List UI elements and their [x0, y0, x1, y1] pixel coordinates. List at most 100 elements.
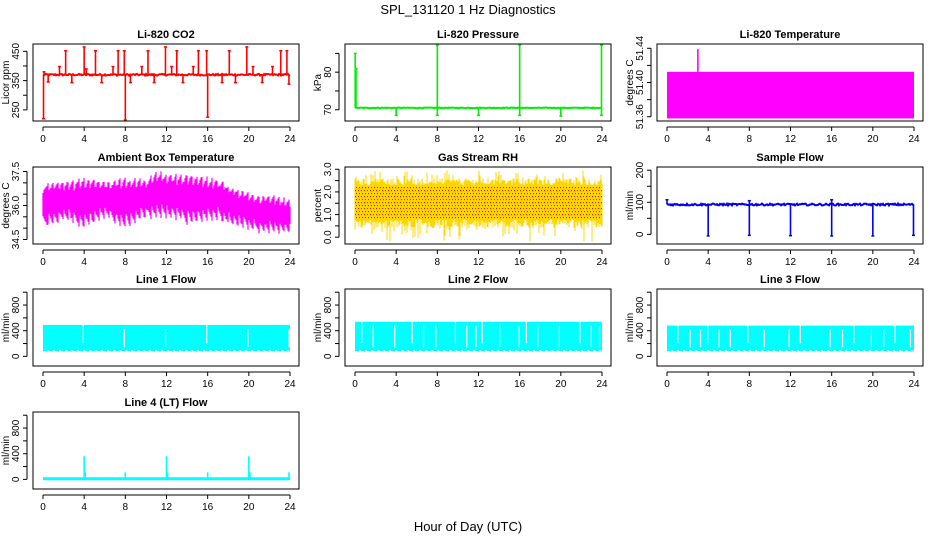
y-tick-label: 400: [323, 322, 334, 339]
data-gap: [361, 321, 363, 344]
data-texture: [197, 350, 199, 353]
y-tick-label: 0: [11, 476, 22, 482]
figure-title: SPL_131120 1 Hz Diagnostics: [380, 2, 556, 17]
panel-title: Line 1 Flow: [136, 274, 196, 286]
y-tick-label: 800: [635, 296, 646, 313]
data-texture: [203, 350, 205, 353]
panel-title: Line 3 Flow: [760, 274, 820, 286]
data-texture: [167, 350, 169, 353]
data-texture: [677, 350, 679, 353]
data-texture: [815, 350, 817, 353]
data-texture: [527, 350, 529, 353]
data-texture: [701, 350, 703, 353]
x-tick-label: 24: [284, 257, 296, 268]
plot-frame: [32, 411, 300, 490]
panel-sample-flow: Sample Flow 0 4 8 12 16 20 24 0 100 200 ml/min: [625, 152, 924, 268]
x-tick-label: 4: [393, 379, 399, 390]
data-texture: [419, 350, 421, 353]
data-texture: [689, 350, 691, 353]
series-4: [354, 170, 603, 242]
data-texture: [539, 350, 541, 353]
data-texture: [245, 350, 247, 353]
x-tick-label: 12: [473, 257, 485, 268]
data-line: [666, 201, 915, 208]
data-gap: [481, 321, 483, 344]
x-tick-label: 12: [161, 257, 173, 268]
x-tick-label: 20: [243, 257, 255, 268]
x-tick-label: 24: [596, 134, 608, 145]
series-8: [667, 325, 914, 353]
data-texture: [131, 350, 133, 353]
y-axis-label: ml/min: [1, 436, 12, 465]
x-tick-label: 24: [596, 257, 608, 268]
x-tick-label: 8: [747, 257, 753, 268]
data-texture: [191, 350, 193, 353]
x-axis: 0 4 8 12 16 20 24: [352, 126, 608, 145]
data-texture: [887, 350, 889, 353]
data-texture: [155, 350, 157, 353]
data-gap: [699, 329, 702, 348]
plot-frame: [32, 288, 300, 367]
x-tick-label: 0: [40, 257, 46, 268]
panel-title: Ambient Box Temperature: [98, 152, 235, 164]
y-tick-label: 200: [635, 161, 646, 178]
y-tick-label: 80: [323, 66, 334, 78]
data-texture: [263, 350, 265, 353]
y-tick-label: 400: [635, 322, 646, 339]
data-texture: [893, 350, 895, 353]
data-texture: [839, 350, 841, 353]
x-tick-label: 4: [393, 134, 399, 145]
data-gap: [466, 325, 468, 348]
data-texture: [287, 350, 289, 353]
x-tick-label: 8: [435, 134, 441, 145]
data-gap: [537, 325, 539, 348]
data-texture: [899, 350, 901, 353]
data-texture: [395, 350, 397, 353]
data-gap: [894, 325, 896, 344]
data-gap: [247, 328, 249, 348]
data-texture: [209, 350, 211, 353]
data-texture: [911, 350, 913, 353]
data-gap: [718, 329, 720, 348]
data-texture: [443, 350, 445, 353]
data-texture: [833, 350, 835, 353]
data-texture: [797, 350, 799, 353]
y-tick-label: 800: [11, 419, 22, 436]
x-axis: 0 4 8 12 16 20 24: [664, 249, 920, 268]
x-axis: 0 4 8 12 16 20 24: [664, 126, 920, 145]
data-gap: [729, 329, 731, 348]
y-tick-label: 400: [11, 322, 22, 339]
data-texture: [779, 350, 781, 353]
panel-title: Sample Flow: [756, 152, 824, 164]
x-tick-label: 16: [202, 134, 214, 145]
data-texture: [89, 350, 91, 353]
x-tick-label: 24: [284, 134, 296, 145]
data-texture: [755, 350, 757, 353]
panel-title: Line 4 (LT) Flow: [125, 397, 208, 409]
x-tick-label: 4: [705, 134, 711, 145]
plot-frame: [32, 43, 300, 122]
data-gap: [763, 329, 765, 348]
y-tick-label: 2.0: [323, 185, 334, 199]
data-texture: [251, 350, 253, 353]
x-tick-label: 12: [161, 134, 173, 145]
y-axis: 0 400 800: [323, 291, 340, 359]
x-tick-label: 24: [908, 134, 920, 145]
x-tick-label: 16: [514, 257, 526, 268]
data-texture: [671, 350, 673, 353]
x-tick-label: 0: [40, 502, 46, 513]
x-tick-label: 20: [243, 502, 255, 513]
y-axis-label: kPa: [313, 73, 324, 91]
data-texture: [95, 350, 97, 353]
data-gap: [206, 324, 208, 344]
x-tick-label: 20: [555, 379, 567, 390]
data-gap: [788, 329, 790, 348]
x-tick-label: 24: [284, 502, 296, 513]
data-texture: [221, 350, 223, 353]
data-texture: [137, 350, 139, 353]
x-tick-label: 16: [202, 257, 214, 268]
data-band: [667, 325, 914, 352]
data-texture: [827, 350, 829, 353]
plot-frame: [656, 43, 924, 122]
